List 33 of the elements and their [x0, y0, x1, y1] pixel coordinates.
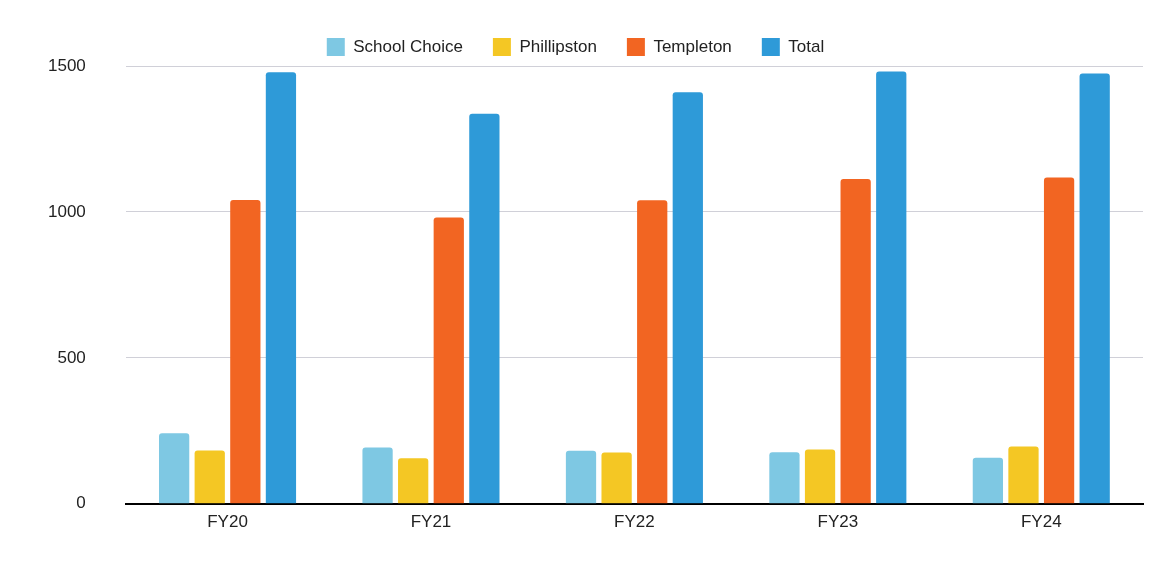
y-tick-label: 1000 — [47, 201, 86, 221]
legend-label: School Choice — [353, 36, 463, 56]
bar — [601, 452, 632, 504]
bar — [398, 458, 429, 504]
bar — [804, 449, 836, 504]
bar — [1043, 177, 1075, 504]
bar — [1079, 73, 1110, 504]
bar — [672, 92, 703, 504]
x-tick-label: FY21 — [410, 511, 452, 531]
x-tick-label: FY23 — [817, 511, 859, 531]
bar — [194, 450, 225, 504]
legend-label: Phillipston — [519, 36, 597, 56]
bar — [433, 217, 464, 504]
bar — [637, 200, 668, 504]
bar — [972, 457, 1004, 504]
bar — [469, 113, 500, 504]
legend-label: Total — [788, 36, 825, 56]
y-tick-label: 500 — [57, 347, 86, 367]
x-tick-label: FY24 — [1020, 511, 1062, 531]
bar — [362, 447, 393, 504]
bar — [230, 199, 261, 504]
bar — [265, 72, 297, 504]
x-tick-label: FY22 — [614, 511, 655, 531]
bar — [1008, 446, 1039, 504]
bar — [840, 178, 871, 504]
legend-label: Templeton — [653, 36, 732, 56]
y-tick-label: 1500 — [47, 55, 86, 75]
bar — [159, 433, 190, 504]
bar — [565, 450, 597, 504]
bar — [876, 71, 907, 504]
x-tick-label: FY20 — [207, 511, 248, 531]
y-tick-label: 0 — [76, 493, 86, 513]
bar — [769, 452, 800, 504]
